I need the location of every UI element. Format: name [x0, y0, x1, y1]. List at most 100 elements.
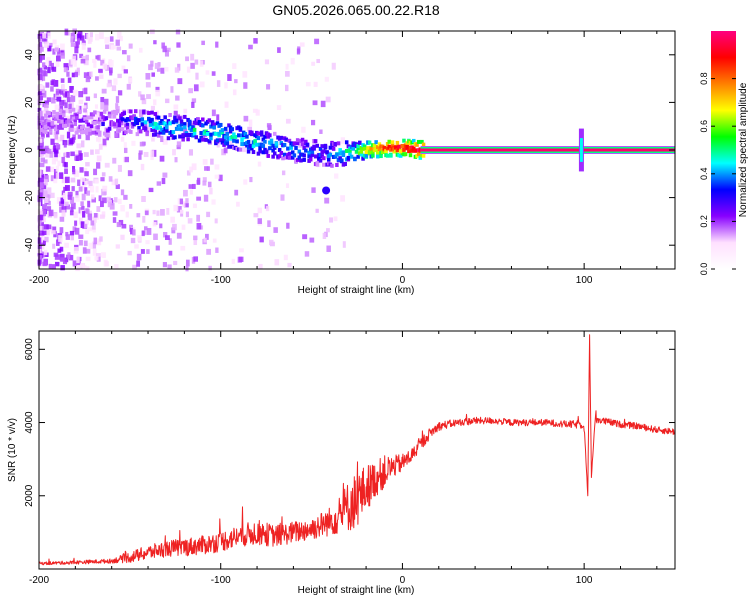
heatmap-cell — [153, 40, 157, 45]
heatmap-cell — [68, 109, 73, 114]
heatmap-cell — [93, 93, 97, 99]
heatmap-cell — [285, 118, 291, 124]
heatmap-cell — [81, 140, 85, 148]
heatmap-cell — [219, 122, 223, 127]
heatmap-cell — [130, 227, 134, 235]
heatmap-cell — [158, 125, 163, 130]
heatmap-cell — [123, 142, 127, 148]
heatmap-cell — [196, 117, 200, 122]
heatmap-cell — [188, 149, 194, 156]
heatmap-cell — [205, 70, 210, 75]
heatmap-cell — [167, 264, 172, 270]
heatmap-cell — [170, 216, 175, 223]
heatmap-cell — [42, 240, 46, 246]
heatmap-cell — [46, 56, 51, 62]
heatmap-cell — [193, 256, 199, 262]
heatmap-cell — [342, 241, 346, 248]
heatmap-cell — [77, 112, 82, 120]
heatmap-cell — [179, 122, 184, 127]
snr-series-line — [39, 334, 676, 566]
heatmap-cell — [92, 248, 97, 256]
heatmap-cell — [90, 149, 94, 155]
heatmap-cell — [118, 198, 122, 204]
heatmap-cell — [191, 125, 195, 130]
heatmap-cell — [263, 147, 267, 152]
heatmap-cell — [83, 72, 88, 78]
heatmap-cell — [78, 207, 82, 214]
heatmap-cell — [338, 148, 342, 153]
heatmap-cell — [117, 90, 123, 96]
heatmap-cell — [56, 51, 61, 56]
heatmap-cell — [384, 149, 388, 154]
heatmap-cell — [112, 157, 117, 164]
heatmap-cell — [138, 109, 143, 114]
heatmap-cell — [39, 110, 43, 115]
heatmap-cell — [56, 96, 62, 102]
heatmap-cell — [86, 33, 90, 40]
heatmap-cell — [296, 48, 301, 55]
heatmap-cell — [227, 144, 231, 149]
heatmap-cell — [398, 153, 403, 158]
heatmap-cell — [144, 226, 148, 231]
heatmap-cell — [261, 144, 266, 149]
heatmap-cell — [152, 222, 157, 227]
heatmap-cell — [98, 68, 103, 73]
heatmap-cell — [279, 150, 284, 155]
heatmap-cell — [160, 118, 164, 123]
heatmap-cell — [223, 126, 228, 131]
heatmap-cell — [58, 123, 64, 130]
heatmap-cell — [42, 261, 48, 267]
heatmap-cell — [44, 41, 49, 48]
heatmap-cell — [216, 80, 221, 87]
heatmap-cell — [385, 153, 390, 158]
heatmap-cell — [57, 248, 62, 253]
heatmap-cell — [124, 130, 128, 135]
heatmap-cell — [96, 162, 101, 169]
heatmap-cell — [109, 67, 113, 74]
heatmap-cell — [87, 200, 91, 208]
heatmap-cell — [74, 46, 79, 54]
heatmap-cell — [323, 143, 328, 148]
heatmap-cell — [133, 109, 138, 114]
heatmap-cell — [211, 109, 216, 117]
heatmap-cell — [299, 158, 303, 163]
heatmap-cell — [55, 152, 61, 158]
heatmap-cell — [324, 76, 329, 82]
heatmap-cell — [131, 140, 136, 146]
snr-xtick-label: 0 — [400, 575, 406, 586]
heatmap-cell — [89, 115, 94, 120]
heatmap-cell — [354, 149, 359, 154]
heatmap-cell — [132, 264, 137, 270]
heatmap-cell — [86, 122, 91, 127]
heatmap-cell — [74, 171, 80, 178]
spectrogram-ytick-label: 0 — [24, 147, 35, 153]
heatmap-cell — [310, 149, 315, 154]
heatmap-cell — [39, 55, 43, 61]
heatmap-cell — [287, 155, 292, 160]
heatmap-cell — [40, 242, 45, 250]
heatmap-cell — [59, 253, 65, 261]
heatmap-cell — [76, 256, 80, 264]
heatmap-cell — [58, 89, 64, 95]
heatmap-cell — [202, 177, 207, 183]
heatmap-cell — [106, 133, 110, 138]
heatmap-cell — [257, 161, 262, 167]
heatmap-cell — [285, 84, 289, 92]
heatmap-cell — [216, 114, 220, 121]
heatmap-cell — [294, 145, 298, 150]
heatmap-cell — [356, 143, 360, 148]
heatmap-cell — [163, 121, 167, 126]
heatmap-cell — [155, 245, 160, 251]
heatmap-cell — [173, 135, 177, 140]
heatmap-cell — [250, 146, 254, 151]
heatmap-cell — [156, 181, 162, 186]
heatmap-cell — [37, 237, 42, 244]
heatmap-cell — [138, 150, 143, 155]
heatmap-cell — [50, 124, 55, 129]
heatmap-cell — [246, 139, 251, 144]
heatmap-cell — [70, 127, 74, 132]
heatmap-cell — [193, 84, 199, 92]
heatmap-cell — [154, 62, 160, 69]
heatmap-cell — [43, 38, 48, 44]
heatmap-cell — [38, 138, 43, 143]
